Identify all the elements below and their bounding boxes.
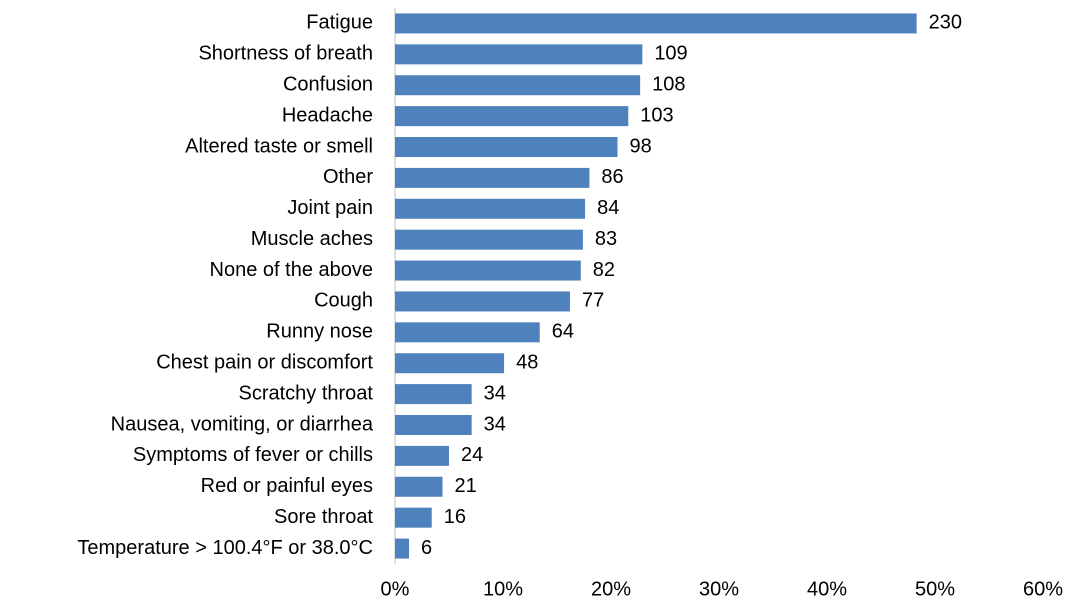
data-label: 109 (654, 43, 687, 65)
data-label: 34 (484, 382, 506, 404)
y-tick-label: None of the above (210, 259, 373, 281)
bar (395, 353, 505, 374)
y-tick-label: Temperature > 100.4°F or 38.0°C (77, 537, 373, 559)
data-label: 6 (421, 537, 432, 559)
y-tick-label: Other (323, 166, 373, 188)
bar (395, 75, 641, 96)
data-label: 34 (484, 413, 506, 435)
y-tick-label: Fatigue (306, 12, 373, 34)
data-label: 21 (455, 475, 477, 497)
y-tick-label: Sore throat (274, 506, 373, 528)
bar (395, 106, 629, 127)
data-label: 82 (593, 259, 615, 281)
bar (395, 198, 586, 219)
bar (395, 322, 540, 343)
data-label: 48 (516, 352, 538, 374)
y-tick-label: Red or painful eyes (201, 475, 373, 497)
x-tick-label: 10% (483, 578, 523, 600)
y-tick-label: Joint pain (287, 197, 373, 219)
x-tick-label: 20% (591, 578, 631, 600)
bar (395, 415, 472, 435)
bar (395, 13, 917, 34)
x-tick-label: 0% (381, 578, 410, 600)
data-label: 83 (595, 228, 617, 250)
y-tick-label: Muscle aches (251, 228, 373, 250)
data-label: 84 (597, 197, 619, 219)
bar (395, 538, 410, 559)
data-label: 86 (601, 166, 623, 188)
y-tick-label: Chest pain or discomfort (156, 352, 373, 374)
y-tick-label: Altered taste or smell (185, 135, 373, 157)
bar (395, 445, 449, 466)
x-tick-label: 40% (807, 578, 847, 600)
y-tick-label: Runny nose (266, 321, 373, 343)
y-tick-label: Headache (282, 104, 373, 126)
data-label: 103 (640, 104, 673, 126)
bar (395, 476, 443, 497)
x-tick-label: 50% (915, 578, 955, 600)
data-label: 230 (929, 12, 962, 34)
data-label: 98 (629, 135, 651, 157)
x-tick-label: 60% (1023, 578, 1063, 600)
bar (395, 167, 590, 188)
bar (395, 291, 570, 312)
y-tick-label: Cough (314, 290, 373, 312)
y-tick-label: Nausea, vomiting, or diarrhea (111, 413, 374, 435)
bar (395, 384, 472, 405)
bar (395, 137, 618, 157)
y-tick-label: Shortness of breath (198, 43, 373, 65)
data-label: 24 (461, 444, 483, 466)
y-tick-label: Confusion (283, 74, 373, 96)
data-label: 64 (552, 321, 574, 343)
bar (395, 260, 581, 281)
bar (395, 44, 643, 65)
bar (395, 507, 432, 528)
data-label: 77 (582, 290, 604, 312)
bar (395, 229, 583, 250)
x-tick-label: 30% (699, 578, 739, 600)
y-tick-label: Scratchy throat (238, 382, 373, 404)
y-tick-label: Symptoms of fever or chills (133, 444, 373, 466)
data-label: 108 (652, 74, 685, 96)
data-label: 16 (444, 506, 466, 528)
